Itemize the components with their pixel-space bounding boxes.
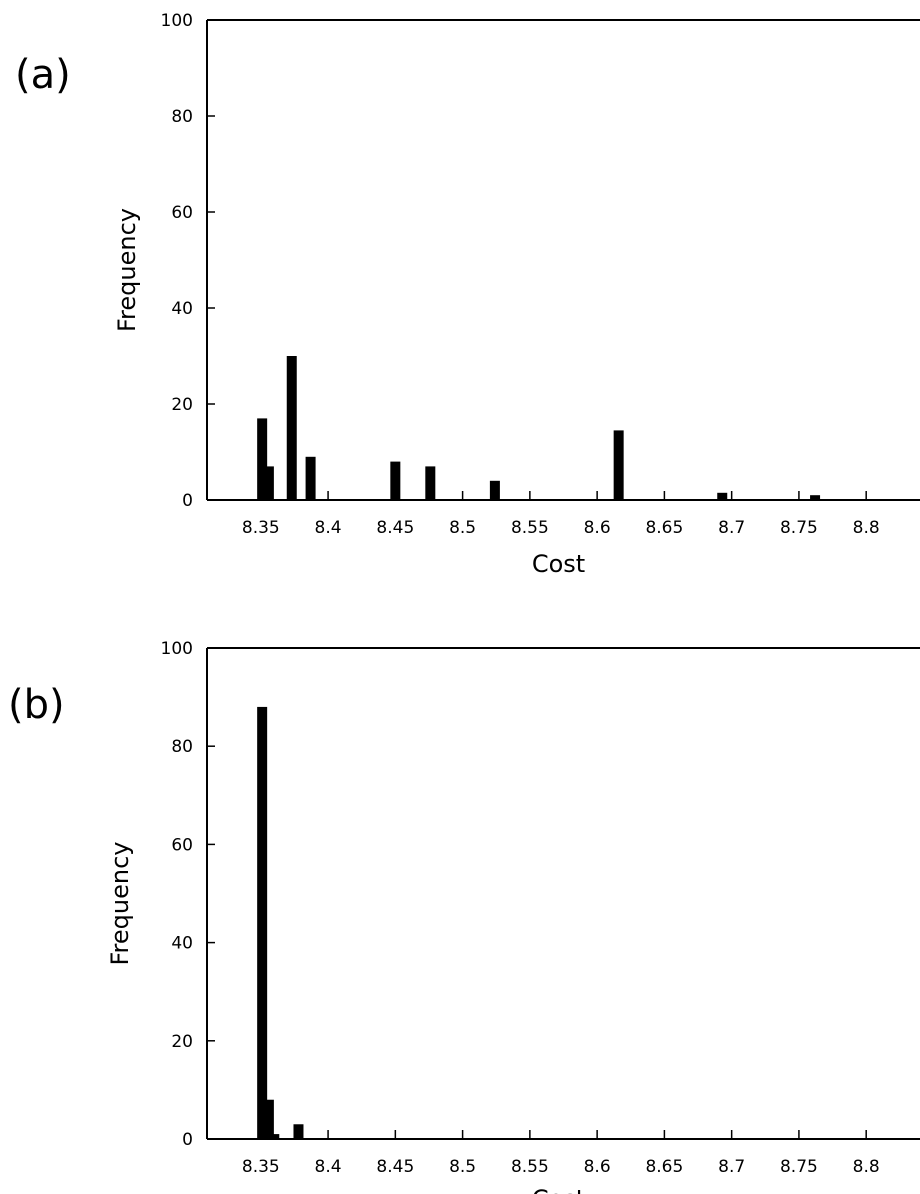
y-axis-title: Frequency (113, 208, 141, 332)
y-tick-label: 80 (171, 107, 193, 127)
x-axis-title: Cost (532, 550, 585, 578)
x-tick-label: 8.75 (780, 518, 818, 538)
y-tick-label: 40 (171, 299, 193, 319)
y-axis-title: Frequency (106, 842, 134, 966)
y-tick-label: 0 (182, 1130, 193, 1150)
x-tick-label: 8.45 (376, 518, 414, 538)
x-tick-label: 8.5 (449, 518, 476, 538)
x-tick-label: 8.8 (853, 518, 880, 538)
x-tick-label: 8.7 (718, 1157, 745, 1177)
x-tick-label: 8.5 (449, 1157, 476, 1177)
histogram-bar (489, 480, 500, 500)
panel-label-b: (b) (8, 682, 65, 728)
histogram-bar (257, 418, 268, 500)
histogram-panel-a: (a) 0 20 40 60 80 100 8.35 8.4 8.45 8.5 8.55 8.6 8.6… (15, 11, 920, 578)
y-tick-label: 80 (171, 737, 193, 757)
y-tick-label: 100 (161, 11, 193, 31)
y-tick-label: 60 (171, 203, 193, 223)
x-tick-label: 8.4 (315, 518, 342, 538)
y-tick-label: 20 (171, 1032, 193, 1052)
histogram-bar (390, 461, 401, 500)
x-tick-label: 8.55 (511, 518, 549, 538)
y-tick-label: 0 (182, 491, 193, 511)
x-tick-label: 8.6 (584, 1157, 611, 1177)
histogram-bar (257, 706, 268, 1139)
histogram-panel-b: (b) 0 20 40 60 80 100 8.35 8.4 8.45 8.5 8.55 8.6 8.6… (0, 597, 920, 1194)
histogram-bar (810, 495, 821, 500)
histogram-bar (425, 466, 436, 500)
x-axis-title: Cost (532, 1185, 585, 1194)
x-tick-label: 8.75 (780, 1157, 818, 1177)
histogram-bar (263, 466, 274, 500)
histogram-bar (269, 1134, 280, 1139)
y-tick-label: 20 (171, 395, 193, 415)
x-tick-label: 8.35 (242, 518, 280, 538)
histogram-bar (263, 1099, 274, 1139)
histogram-chart-b: 0 20 40 60 80 100 8.35 8.4 8.45 8.5 8.55 8.6 8.65 8.7… (106, 639, 920, 1194)
histogram-bar (286, 356, 297, 500)
panel-label-a: (a) (15, 52, 71, 98)
y-tick-label: 100 (161, 639, 193, 659)
x-tick-label: 8.45 (376, 1157, 414, 1177)
x-tick-label: 8.8 (853, 1157, 880, 1177)
y-tick-label: 40 (171, 934, 193, 954)
histogram-bar (305, 456, 316, 500)
x-tick-label: 8.55 (511, 1157, 549, 1177)
x-tick-label: 8.65 (645, 1157, 683, 1177)
x-tick-label: 8.7 (718, 518, 745, 538)
x-tick-label: 8.6 (584, 518, 611, 538)
histogram-bar (613, 430, 624, 500)
y-tick-label: 60 (171, 835, 193, 855)
histogram-bar (293, 1124, 304, 1139)
x-tick-label: 8.35 (242, 1157, 280, 1177)
x-tick-label: 8.4 (315, 1157, 342, 1177)
histogram-bar (717, 492, 728, 500)
x-tick-label: 8.65 (645, 518, 683, 538)
histogram-chart-a: 0 20 40 60 80 100 8.35 8.4 8.45 8.5 8.55 8.6 8.65 8.7… (113, 11, 920, 578)
